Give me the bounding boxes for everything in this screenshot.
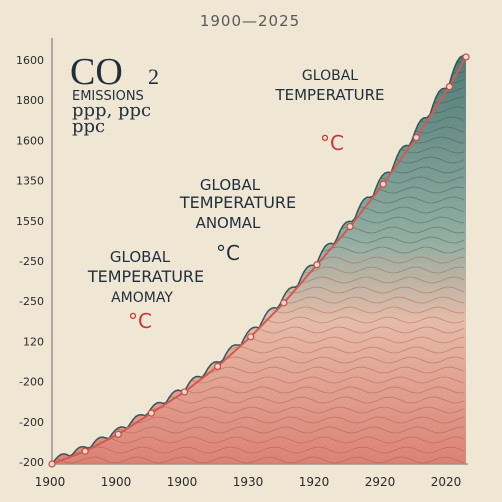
co2-line-3: ppc	[72, 116, 105, 137]
wave-line	[52, 426, 465, 434]
x-tick-labels: 1900 1900 1900 1930 1920 2920 2020	[35, 475, 462, 489]
co2-label: CO 2 EMISSIONS ppp, ppc ppc	[70, 51, 159, 137]
annotation-2-line-2: TEMPERATURE	[179, 193, 296, 212]
x-tick-label: 2020	[431, 475, 462, 489]
temperature-line	[51, 56, 467, 465]
annotation-1-line-2: TEMPERATURE	[274, 86, 384, 104]
y-tick-label: -250	[19, 295, 44, 308]
data-point	[280, 299, 288, 307]
co2-sub: 2	[148, 64, 159, 89]
chart-title: 1900—2025	[200, 12, 300, 30]
wave-line	[52, 37, 464, 43]
y-tick-label: 1600	[16, 54, 44, 67]
annotation-1-unit: °C	[320, 131, 344, 155]
x-tick-label: 1900	[167, 475, 198, 489]
annotation-2-line-1: GLOBAL	[200, 176, 261, 194]
co2-area	[52, 55, 466, 464]
wave-line	[52, 436, 465, 444]
data-point	[147, 409, 155, 417]
x-tick-label: 1920	[299, 475, 330, 489]
wave-line	[52, 456, 465, 464]
data-point	[180, 388, 189, 396]
wave-line	[52, 136, 465, 144]
annotation-3-unit: °C	[128, 309, 152, 333]
x-tick-label: 2920	[365, 475, 396, 489]
data-point	[247, 333, 255, 341]
y-tick-label: 1350	[16, 175, 44, 188]
x-tick-label: 1900	[35, 475, 66, 489]
data-point	[412, 133, 420, 142]
annotation-3-line-1: GLOBAL	[110, 248, 171, 266]
data-point	[81, 447, 89, 455]
y-tick-label: -250	[19, 255, 44, 268]
data-point	[346, 222, 354, 231]
data-point	[48, 460, 56, 468]
data-point	[462, 53, 470, 61]
wave-line	[52, 446, 465, 454]
annotation-3-line-2: TEMPERATURE	[87, 267, 204, 286]
data-point	[214, 362, 222, 371]
data-point	[313, 261, 321, 269]
annotation-3: GLOBAL TEMPERATURE AMOMAY °C	[87, 248, 204, 333]
y-tick-label: 1600	[16, 134, 44, 147]
data-point	[379, 180, 387, 188]
y-tick-label: 120	[23, 335, 44, 348]
y-tick-label: -200	[19, 416, 44, 429]
annotation-2-line-3: ANOMAL	[196, 214, 261, 232]
y-tick-labels: 1600 1800 1600 1350 1550 -250 -250 120 -200 -200 -…	[16, 54, 44, 469]
x-tick-label: 1930	[233, 475, 264, 489]
co2-line-1: EMISSIONS	[72, 89, 144, 104]
annotation-3-line-3: AMOMAY	[111, 290, 173, 306]
co2-line-2: ppp, ppc	[72, 100, 151, 121]
annotation-2: GLOBAL TEMPERATURE ANOMAL °C	[179, 176, 296, 265]
x-tick-label: 1900	[101, 475, 132, 489]
annotation-1: GLOBAL TEMPERATURE °C	[274, 68, 384, 155]
co2-main: CO	[70, 51, 123, 93]
wave-line	[52, 126, 465, 134]
annotation-2-unit: °C	[216, 241, 240, 265]
y-tick-label: 1550	[16, 215, 44, 228]
data-point	[445, 83, 454, 91]
y-tick-label: 1800	[16, 94, 44, 107]
data-point	[114, 430, 122, 438]
data-points	[48, 53, 470, 468]
y-tick-label: -200	[19, 456, 44, 469]
annotation-1-line-1: GLOBAL	[302, 68, 358, 84]
y-tick-label: -200	[19, 376, 44, 389]
